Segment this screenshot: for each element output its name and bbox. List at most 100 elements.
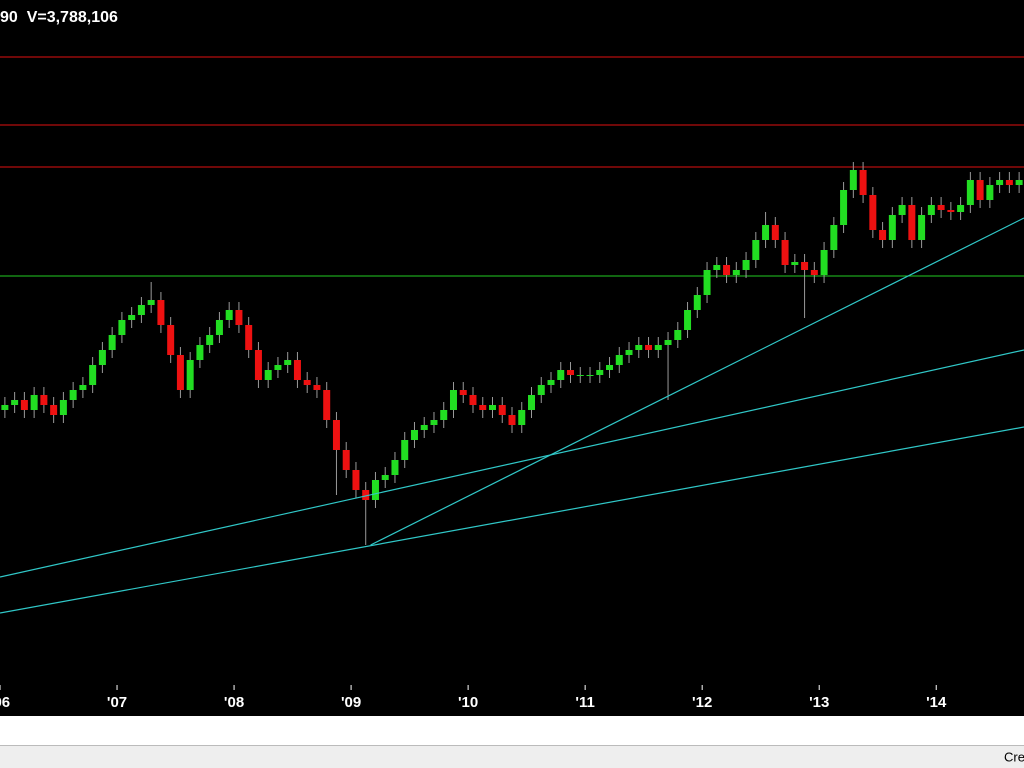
candle-body bbox=[313, 385, 321, 390]
candle-body bbox=[89, 365, 97, 385]
candle-body bbox=[274, 365, 282, 370]
x-tick-label: '09 bbox=[341, 694, 361, 711]
candle-body bbox=[186, 360, 194, 390]
candle-body bbox=[596, 370, 604, 375]
candle-body bbox=[635, 345, 643, 350]
candle-body bbox=[771, 225, 779, 240]
candle-body bbox=[59, 400, 67, 415]
x-tick-label: '13 bbox=[809, 694, 829, 711]
candle-body bbox=[381, 475, 389, 480]
candle-body bbox=[362, 490, 370, 500]
trend-line bbox=[0, 426, 1024, 614]
candle-body bbox=[606, 365, 614, 370]
candle-body bbox=[849, 170, 857, 190]
candle-body bbox=[518, 410, 526, 425]
candle-body bbox=[303, 380, 311, 385]
candle-body bbox=[430, 420, 438, 425]
candle-body bbox=[79, 385, 87, 390]
candle-body bbox=[937, 205, 945, 210]
x-tick-label: '07 bbox=[107, 694, 127, 711]
header-text: 90 V=3,788,106 bbox=[0, 9, 118, 26]
candle-body bbox=[557, 370, 565, 380]
candle-body bbox=[332, 420, 340, 450]
candle-body bbox=[586, 375, 594, 376]
status-text: Cre bbox=[1004, 749, 1024, 764]
candle-body bbox=[625, 350, 633, 355]
candle-body bbox=[167, 325, 175, 355]
candle-body bbox=[664, 340, 672, 345]
trend-line bbox=[370, 217, 1024, 546]
candle-body bbox=[654, 345, 662, 350]
candle-body bbox=[488, 405, 496, 410]
candle-body bbox=[957, 205, 965, 212]
candle-body bbox=[440, 410, 448, 420]
candle-body bbox=[264, 370, 272, 380]
candle-body bbox=[20, 400, 28, 410]
candle-body bbox=[801, 262, 809, 270]
x-tick-label: '08 bbox=[224, 694, 244, 711]
candle-body bbox=[371, 480, 379, 500]
x-tick-label: '10 bbox=[458, 694, 478, 711]
x-tick-label: '06 bbox=[0, 694, 10, 711]
x-tick-label: '11 bbox=[575, 694, 594, 711]
candle-body bbox=[840, 190, 848, 225]
candle-body bbox=[69, 390, 77, 400]
candle-body bbox=[762, 225, 770, 240]
candle-body bbox=[420, 425, 428, 430]
candle-body bbox=[927, 205, 935, 215]
candle-body bbox=[908, 205, 916, 240]
candle-body bbox=[245, 325, 253, 350]
candle-body bbox=[966, 180, 974, 205]
candle-body bbox=[98, 350, 106, 365]
x-tick-label: '12 bbox=[692, 694, 712, 711]
candle-body bbox=[703, 270, 711, 295]
candle-body bbox=[391, 460, 399, 475]
candle-body bbox=[879, 230, 887, 240]
candle-body bbox=[157, 300, 165, 325]
candle-body bbox=[537, 385, 545, 395]
candle-body bbox=[128, 315, 136, 320]
candle-body bbox=[352, 470, 360, 490]
candle-body bbox=[859, 170, 867, 195]
candle-body bbox=[567, 370, 575, 375]
candle-body bbox=[713, 265, 721, 270]
candle-body bbox=[137, 305, 145, 315]
candle-body bbox=[176, 355, 184, 390]
candle-body bbox=[615, 355, 623, 365]
candle-body bbox=[108, 335, 116, 350]
candle-body bbox=[479, 405, 487, 410]
candle-body bbox=[996, 180, 1004, 185]
candle-body bbox=[1015, 180, 1023, 185]
candle-body bbox=[742, 260, 750, 270]
candle-body bbox=[693, 295, 701, 310]
candle-body bbox=[732, 270, 740, 275]
candle-body bbox=[254, 350, 262, 380]
candle-body bbox=[410, 430, 418, 440]
candle-body bbox=[684, 310, 692, 330]
candle-body bbox=[781, 240, 789, 265]
candle-body bbox=[918, 215, 926, 240]
candle-body bbox=[547, 380, 555, 385]
candle-body bbox=[1005, 180, 1013, 185]
candle-body bbox=[215, 320, 223, 335]
candle-body bbox=[401, 440, 409, 460]
candle-body bbox=[830, 225, 838, 250]
candle-body bbox=[147, 300, 155, 305]
candle-body bbox=[752, 240, 760, 260]
plot-background bbox=[0, 0, 1024, 716]
candle-body bbox=[449, 390, 457, 410]
x-tick-label: '14 bbox=[926, 694, 947, 711]
candle-body bbox=[810, 270, 818, 275]
candle-body bbox=[30, 395, 38, 410]
candle-body bbox=[459, 390, 467, 395]
candle-body bbox=[196, 345, 204, 360]
candle-body bbox=[645, 345, 653, 350]
candle-body bbox=[528, 395, 536, 410]
candle-body bbox=[206, 335, 214, 345]
candle-body bbox=[820, 250, 828, 275]
trend-line bbox=[0, 349, 1024, 578]
candle-body bbox=[284, 360, 292, 365]
candle-body bbox=[791, 262, 799, 265]
candle-body bbox=[1, 405, 9, 410]
